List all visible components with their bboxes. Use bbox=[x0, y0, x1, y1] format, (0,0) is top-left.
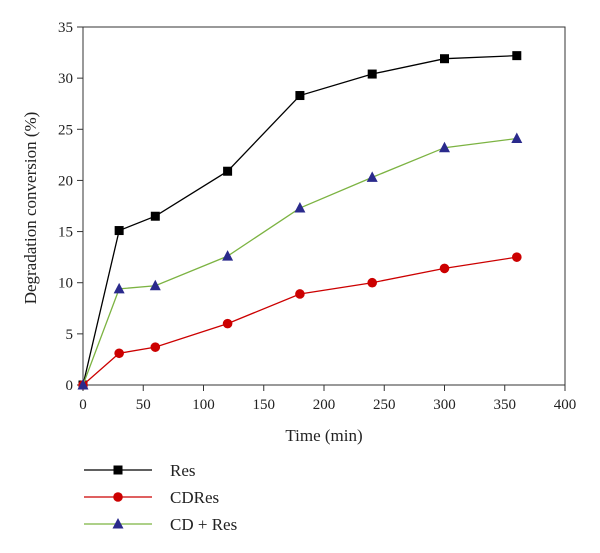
y-axis-ticks: 0 5 10 15 20 25 30 35 bbox=[58, 20, 83, 394]
series-cd-res bbox=[77, 132, 523, 390]
y-tick-label: 10 bbox=[58, 276, 73, 292]
data-point-cd-res bbox=[366, 171, 378, 182]
series-line-res bbox=[82, 54, 517, 386]
y-tick-label: 15 bbox=[58, 225, 73, 241]
data-point-cdres bbox=[512, 252, 522, 262]
data-point-cd-res bbox=[77, 379, 89, 390]
legend-label: CD + Res bbox=[170, 515, 237, 534]
data-point-cdres bbox=[295, 289, 305, 299]
data-point-res bbox=[512, 51, 522, 61]
y-tick-label: 30 bbox=[58, 71, 73, 87]
data-point-res bbox=[295, 91, 305, 101]
data-point-cd-res bbox=[149, 279, 161, 291]
plot-frame bbox=[82, 26, 566, 386]
y-tick-label: 35 bbox=[58, 20, 73, 36]
data-point-res bbox=[367, 69, 377, 79]
x-tick-label: 100 bbox=[192, 397, 215, 413]
x-tick-label: 300 bbox=[433, 397, 456, 413]
legend-marker bbox=[113, 465, 123, 475]
data-point-cdres bbox=[150, 342, 161, 352]
legend-marker bbox=[112, 518, 124, 529]
series-group bbox=[77, 51, 523, 390]
x-tick-label: 50 bbox=[136, 397, 151, 413]
data-point-res bbox=[440, 54, 449, 64]
legend: Res CDRes CD + Res bbox=[84, 461, 237, 534]
y-tick-label: 20 bbox=[58, 173, 73, 189]
data-point-cdres bbox=[367, 277, 378, 288]
x-tick-label: 0 bbox=[79, 397, 87, 413]
y-tick-label: 5 bbox=[66, 327, 74, 343]
legend-item-cd-res: CD + Res bbox=[84, 515, 237, 534]
data-point-res bbox=[114, 226, 124, 236]
y-tick-label: 0 bbox=[66, 378, 74, 394]
x-axis-ticks: 0 50 100 150 200 250 300 350 400 bbox=[79, 385, 576, 413]
series-line-cd-res bbox=[82, 137, 517, 386]
series-cdres bbox=[78, 252, 522, 390]
x-tick-label: 250 bbox=[373, 397, 396, 413]
y-axis-title: Degradation conversion (%) bbox=[21, 112, 40, 305]
legend-label: Res bbox=[170, 461, 196, 480]
x-tick-label: 150 bbox=[253, 397, 276, 413]
x-tick-label: 350 bbox=[494, 397, 517, 413]
axes bbox=[82, 26, 566, 386]
data-point-cd-res bbox=[439, 141, 450, 153]
x-tick-label: 200 bbox=[313, 397, 336, 413]
data-point-cd-res bbox=[511, 132, 523, 143]
series-res bbox=[78, 51, 522, 390]
legend-item-res: Res bbox=[84, 461, 196, 480]
x-tick-label: 400 bbox=[554, 397, 577, 413]
series-line-cdres bbox=[82, 256, 517, 386]
legend-marker bbox=[113, 492, 123, 502]
data-point-cdres bbox=[439, 263, 450, 274]
data-point-res bbox=[223, 166, 233, 176]
legend-label: CDRes bbox=[170, 488, 219, 507]
data-point-cdres bbox=[114, 348, 124, 359]
data-point-cd-res bbox=[113, 282, 125, 294]
x-axis-title: Time (min) bbox=[285, 426, 362, 445]
data-point-cd-res bbox=[222, 250, 234, 261]
y-tick-label: 25 bbox=[58, 122, 73, 138]
data-point-res bbox=[150, 211, 160, 221]
data-point-cdres bbox=[222, 318, 233, 329]
data-point-cd-res bbox=[294, 202, 306, 213]
legend-item-cdres: CDRes bbox=[84, 488, 219, 507]
